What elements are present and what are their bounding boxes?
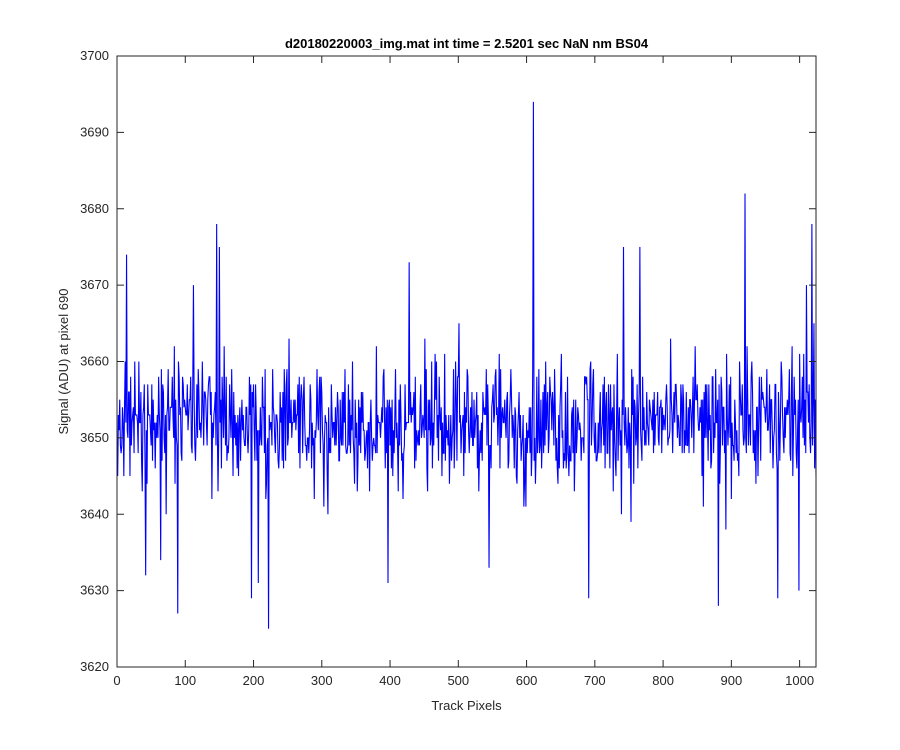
signal-series-line xyxy=(117,101,816,629)
ticks-layer: 0 100 200 300 400 500 600 700 800 900 1000 3620 3630… xyxy=(80,48,816,688)
x-tick-label: 200 xyxy=(243,673,265,688)
y-tick-label: 3660 xyxy=(80,354,109,369)
y-tick-label: 3670 xyxy=(80,277,109,292)
series-layer xyxy=(117,101,816,629)
x-axis-title: Track Pixels xyxy=(431,698,502,713)
x-tick-label: 600 xyxy=(516,673,538,688)
y-tick-label: 3640 xyxy=(80,506,109,521)
x-tick-label: 500 xyxy=(447,673,469,688)
y-tick-label: 3680 xyxy=(80,201,109,216)
x-tick-label: 100 xyxy=(174,673,196,688)
y-tick-label: 3620 xyxy=(80,659,109,674)
y-tick-label: 3700 xyxy=(80,48,109,63)
y-axis-title: Signal (ADU) at pixel 690 xyxy=(56,289,71,435)
x-tick-label: 700 xyxy=(584,673,606,688)
x-tick-label: 900 xyxy=(721,673,743,688)
x-tick-label: 800 xyxy=(652,673,674,688)
y-tick-label: 3650 xyxy=(80,430,109,445)
y-tick-label: 3690 xyxy=(80,124,109,139)
x-tick-label: 300 xyxy=(311,673,333,688)
x-tick-label: 0 xyxy=(113,673,120,688)
x-tick-label: 400 xyxy=(379,673,401,688)
chart-title: d20180220003_img.mat int time = 2.5201 s… xyxy=(285,36,649,51)
x-tick-label: 1000 xyxy=(785,673,814,688)
plot-area xyxy=(117,56,816,667)
y-tick-label: 3630 xyxy=(80,583,109,598)
